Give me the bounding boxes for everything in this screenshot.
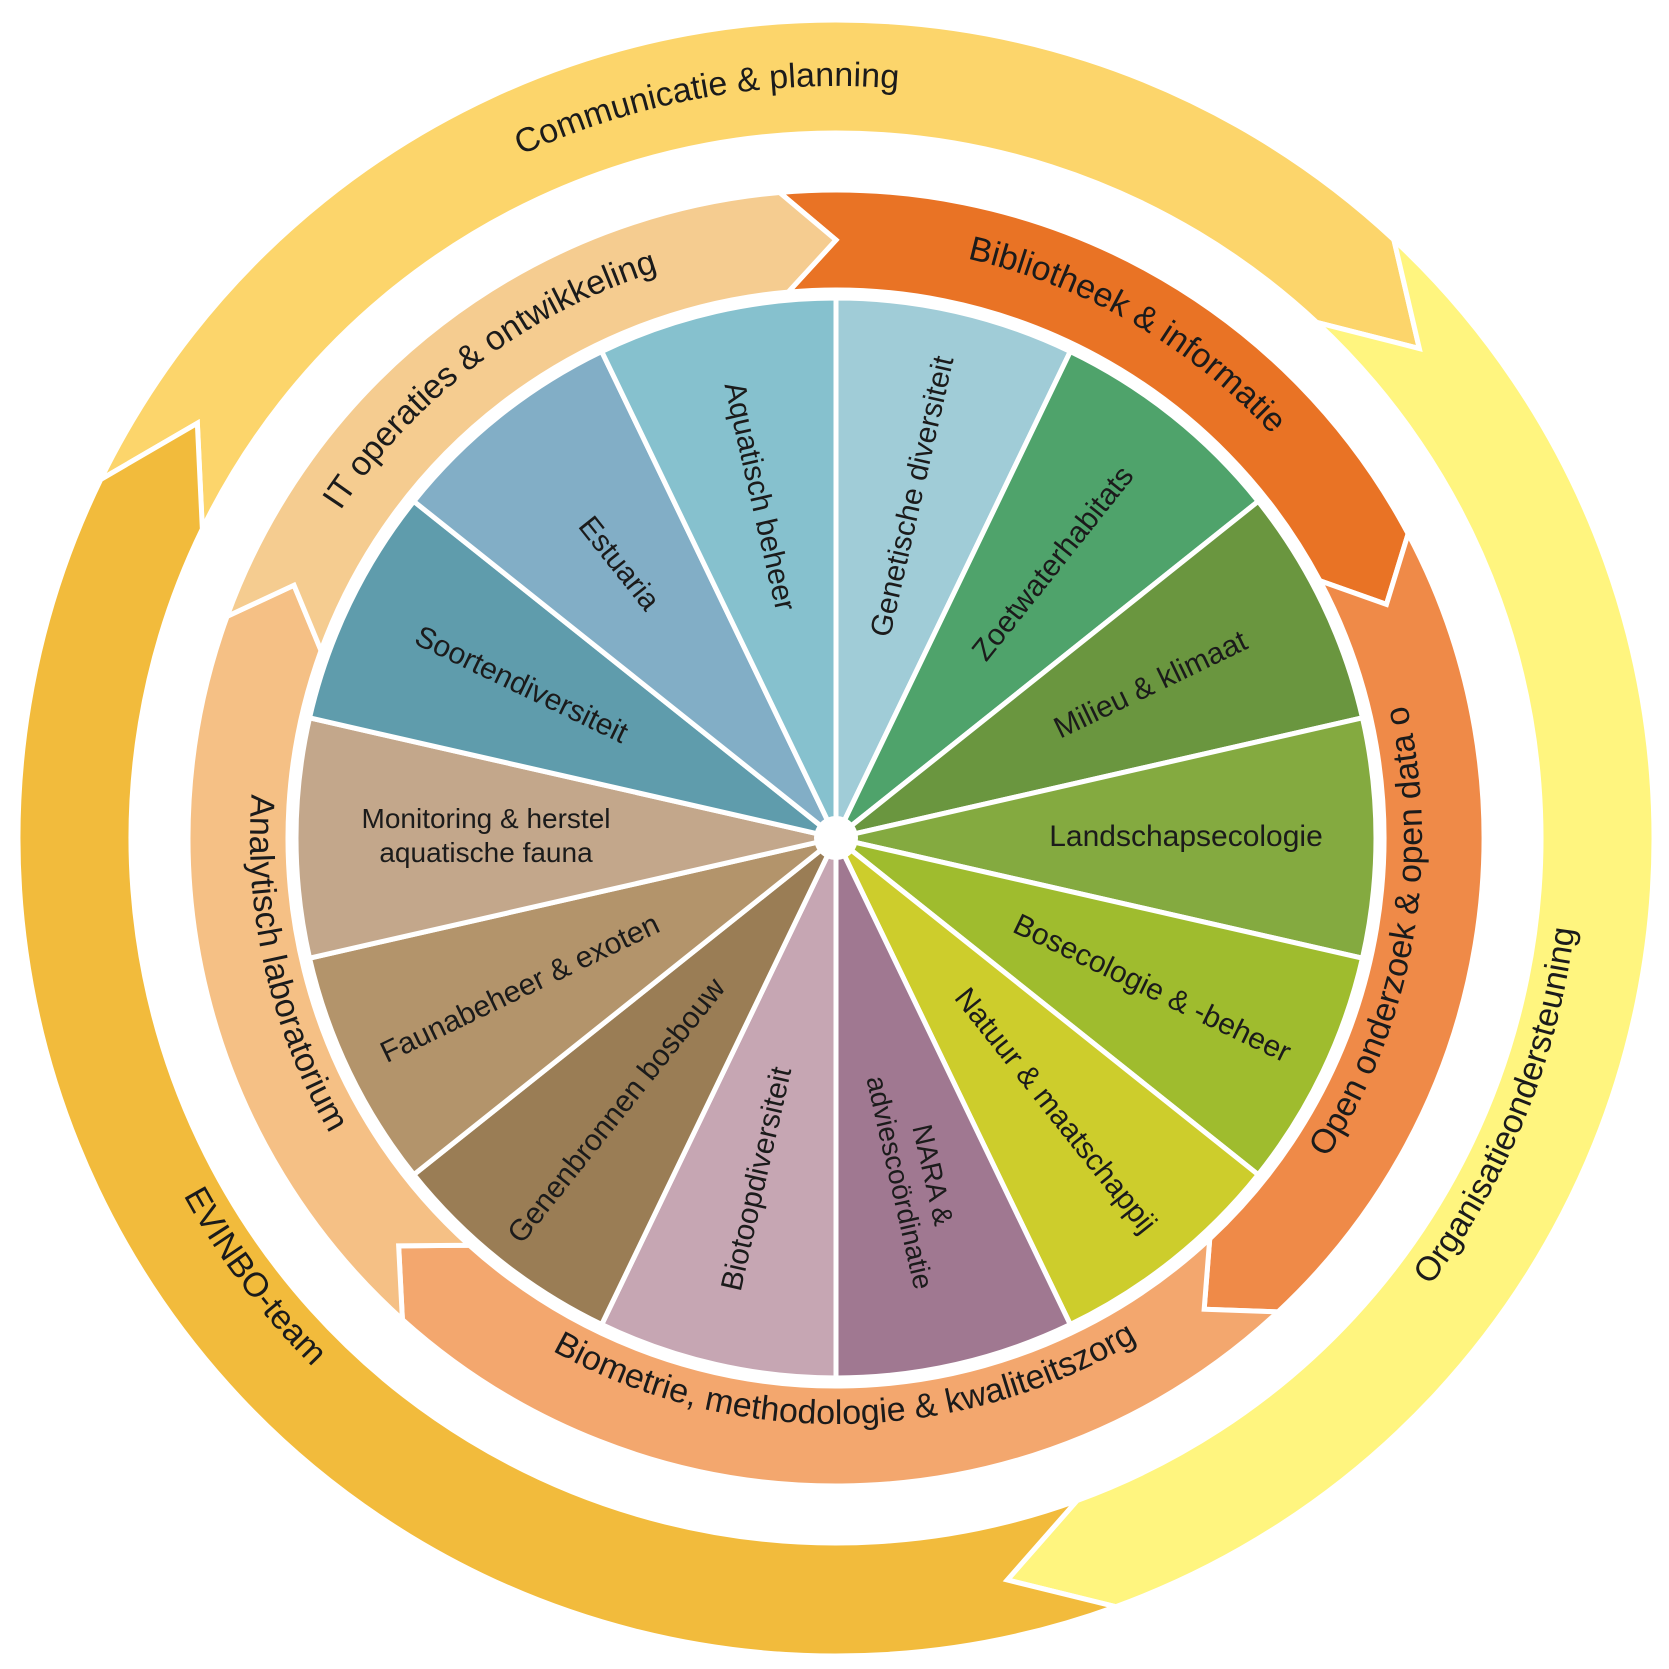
segment-nara-adviesco-rdinatie bbox=[833, 835, 1073, 1381]
wheel-hub bbox=[814, 816, 858, 860]
segment-monitoring-herstel-aquatische-fauna bbox=[293, 715, 839, 961]
segment-biotoopdiversiteit bbox=[599, 835, 839, 1381]
segment-soortendiversiteit bbox=[307, 498, 839, 841]
segment-landschapsecologie bbox=[833, 715, 1379, 961]
segment-milieu-klimaat bbox=[833, 498, 1365, 841]
segment-zoetwaterhabitats bbox=[833, 348, 1261, 841]
segment-faunabeheer-exoten bbox=[307, 835, 839, 1178]
segment-aquatisch-beheer bbox=[599, 295, 839, 841]
segment-label-landschapsecologie: Landschapsecologie bbox=[1049, 820, 1323, 853]
segment-genetische-diversiteit bbox=[833, 295, 1073, 841]
segment-estuaria bbox=[411, 348, 839, 841]
segment-bosecologie-beheer bbox=[833, 835, 1365, 1178]
ring-it-operaties-arrow bbox=[222, 189, 840, 658]
department-wheel: Genetische diversiteit ZoetwaterhabitatsM… bbox=[293, 295, 1379, 1381]
segment-label-monitoring-herstel-aquatische-fauna: Monitoring & herstel aquatische fauna bbox=[361, 803, 610, 868]
ring-evinbo-team-arrow bbox=[15, 419, 1125, 1659]
segment-natuur-maatschappij bbox=[833, 835, 1261, 1328]
segment-genenbronnen-bosbouw bbox=[411, 835, 839, 1328]
